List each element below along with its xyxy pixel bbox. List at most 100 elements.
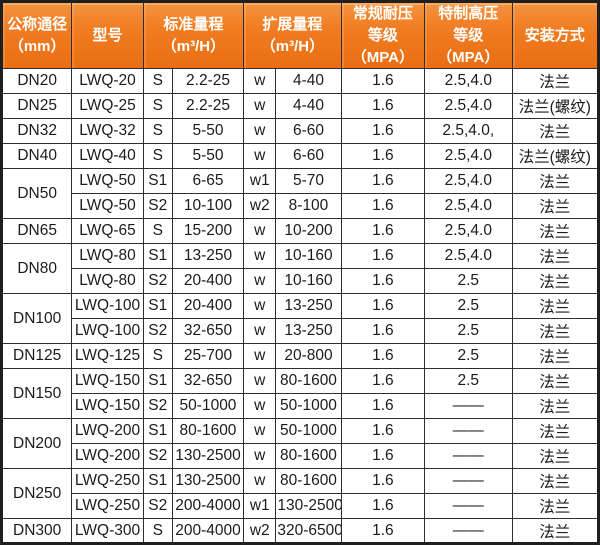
cell-std-range: 25-700 (171, 343, 245, 370)
col-header-mounting: 安装方式 (511, 0, 599, 70)
cell-ext-range: 50-1000 (275, 418, 342, 445)
cell-std-code: S (142, 93, 173, 120)
cell-high-pressure: —— (424, 418, 513, 445)
cell-mounting: 法兰 (511, 318, 599, 345)
cell-ext-code: w (243, 468, 277, 495)
cell-model: LWQ-125 (71, 343, 144, 370)
cell-model: LWQ-32 (71, 118, 144, 145)
cell-dn: DN40 (0, 143, 73, 170)
cell-normal-pressure: 1.6 (340, 443, 426, 470)
cell-std-code: S1 (142, 468, 173, 495)
cell-ext-code: w (243, 318, 277, 345)
cell-std-range: 130-2500 (171, 443, 245, 470)
cell-normal-pressure: 1.6 (340, 318, 426, 345)
cell-std-range: 130-2500 (171, 468, 245, 495)
cell-std-range: 5-50 (171, 143, 245, 170)
cell-std-range: 200-4000 (171, 518, 245, 545)
cell-ext-code: w (243, 443, 277, 470)
cell-normal-pressure: 1.6 (340, 118, 426, 145)
cell-ext-code: w2 (243, 193, 277, 220)
cell-std-code: S (142, 68, 173, 95)
table-row: DN20 LWQ-20 S 2.2-25 w 4-40 1.6 2.5,4.0 … (0, 68, 599, 95)
cell-std-code: S1 (142, 168, 173, 195)
cell-ext-range: 4-40 (275, 68, 342, 95)
cell-ext-range: 13-250 (275, 293, 342, 320)
cell-std-code: S2 (142, 318, 173, 345)
cell-high-pressure: 2.5,4.0 (424, 243, 513, 270)
cell-high-pressure: 2.5 (424, 318, 513, 345)
cell-std-range: 13-250 (171, 243, 245, 270)
cell-normal-pressure: 1.6 (340, 393, 426, 420)
cell-ext-range: 50-1000 (275, 393, 342, 420)
cell-std-range: 80-1600 (171, 418, 245, 445)
cell-dn: DN150 (0, 368, 73, 420)
cell-mounting: 法兰 (511, 393, 599, 420)
cell-normal-pressure: 1.6 (340, 143, 426, 170)
cell-normal-pressure: 1.6 (340, 418, 426, 445)
cell-mounting: 法兰 (511, 168, 599, 195)
cell-dn: DN20 (0, 68, 73, 95)
cell-std-range: 10-100 (171, 193, 245, 220)
cell-std-range: 20-400 (171, 293, 245, 320)
table-row: LWQ-80 S2 20-400 w 10-160 1.6 2.5 法兰 (2, 268, 599, 295)
cell-high-pressure: 2.5,4.0 (424, 93, 513, 120)
cell-model: LWQ-200 (71, 443, 144, 470)
cell-high-pressure: 2.5,4.0, (424, 118, 513, 145)
cell-normal-pressure: 1.6 (340, 243, 426, 270)
cell-ext-range: 5-70 (275, 168, 342, 195)
cell-ext-range: 20-800 (275, 343, 342, 370)
table-row: DN32 LWQ-32 S 5-50 w 6-60 1.6 2.5,4.0, 法… (0, 118, 599, 145)
table-row: DN80 LWQ-80 S1 13-250 w 10-160 1.6 2.5,4… (0, 243, 599, 295)
cell-normal-pressure: 1.6 (340, 268, 426, 295)
cell-ext-range: 320-6500 (275, 518, 342, 545)
cell-high-pressure: —— (424, 518, 513, 545)
cell-std-code: S (142, 143, 173, 170)
cell-mounting: 法兰 (511, 193, 599, 220)
cell-std-code: S1 (142, 243, 173, 270)
cell-ext-code: w (243, 418, 277, 445)
cell-std-code: S2 (142, 493, 173, 520)
cell-ext-code: w1 (243, 493, 277, 520)
cell-mounting: 法兰 (511, 243, 599, 270)
cell-std-range: 2.2-25 (171, 93, 245, 120)
cell-std-code: S (142, 518, 173, 545)
table-row: DN150 LWQ-150 S1 32-650 w 80-1600 1.6 2.… (0, 368, 599, 420)
cell-model: LWQ-100 (71, 293, 144, 320)
cell-mounting: 法兰 (511, 493, 599, 520)
cell-ext-code: w (243, 218, 277, 245)
cell-ext-code: w (243, 118, 277, 145)
cell-high-pressure: 2.5,4.0 (424, 193, 513, 220)
table-row: DN65 LWQ-65 S 15-200 w 10-200 1.6 2.5,4.… (0, 218, 599, 245)
cell-mounting: 法兰 (511, 418, 599, 445)
table-row: DN300 LWQ-300 S 200-4000 w2 320-6500 1.6… (0, 518, 599, 545)
cell-model: LWQ-80 (71, 243, 144, 270)
cell-model: LWQ-150 (71, 368, 144, 395)
cell-ext-range: 130-2500 (275, 493, 342, 520)
cell-std-range: 5-50 (171, 118, 245, 145)
cell-normal-pressure: 1.6 (340, 493, 426, 520)
cell-high-pressure: —— (424, 443, 513, 470)
cell-ext-range: 80-1600 (275, 443, 342, 470)
cell-std-range: 32-650 (171, 318, 245, 345)
cell-mounting: 法兰(螺纹) (511, 143, 599, 170)
cell-normal-pressure: 1.6 (340, 368, 426, 395)
cell-ext-code: w (243, 293, 277, 320)
table-row: LWQ-50 S2 10-100 w2 8-100 1.6 2.5,4.0 法兰 (2, 193, 599, 220)
cell-std-range: 32-650 (171, 368, 245, 395)
cell-std-code: S2 (142, 393, 173, 420)
cell-normal-pressure: 1.6 (340, 218, 426, 245)
cell-mounting: 法兰 (511, 468, 599, 495)
cell-ext-code: w (243, 368, 277, 395)
table-row: DN100 LWQ-100 S1 20-400 w 13-250 1.6 2.5… (0, 293, 599, 345)
cell-high-pressure: —— (424, 393, 513, 420)
cell-std-range: 6-65 (171, 168, 245, 195)
cell-mounting: 法兰(螺纹) (511, 93, 599, 120)
cell-high-pressure: 2.5,4.0 (424, 68, 513, 95)
cell-std-range: 200-4000 (171, 493, 245, 520)
cell-model: LWQ-250 (71, 493, 144, 520)
table-row: DN25 LWQ-25 S 2.2-25 w 4-40 1.6 2.5,4.0 … (0, 93, 599, 120)
cell-ext-code: w (243, 68, 277, 95)
cell-std-code: S2 (142, 193, 173, 220)
cell-ext-range: 80-1600 (275, 468, 342, 495)
